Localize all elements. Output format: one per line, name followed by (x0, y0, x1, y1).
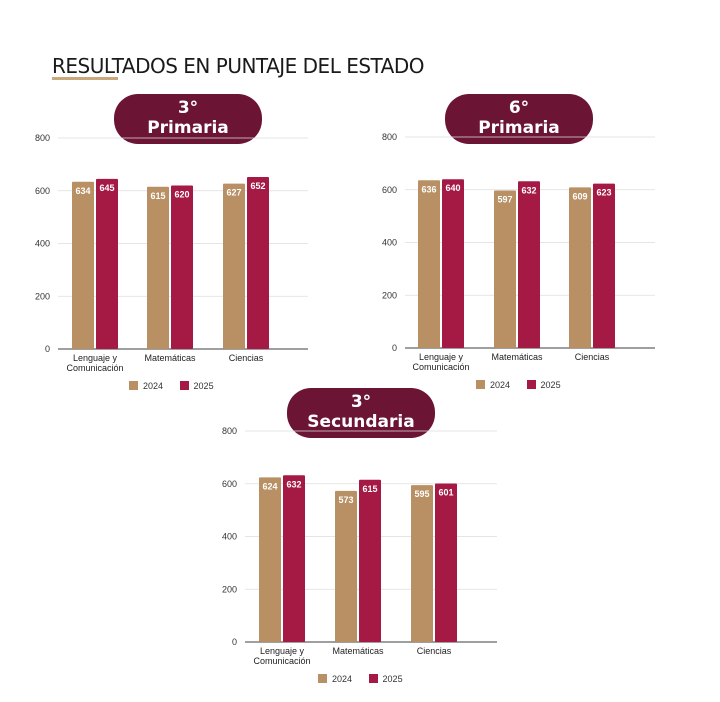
bar-value-label: 632 (286, 479, 301, 489)
y-tick-label: 200 (382, 290, 397, 300)
bar (418, 180, 440, 348)
bar-value-label: 652 (250, 181, 265, 191)
y-tick-label: 600 (382, 185, 397, 195)
x-tick-label: Ciencias (229, 353, 264, 363)
bar-value-label: 632 (521, 185, 536, 195)
title-underline (52, 77, 118, 80)
bar (569, 187, 591, 348)
legend-item-2025: 2025 (526, 380, 561, 390)
bar-value-label: 601 (438, 487, 453, 497)
chart-heading-3-secundaria: 3° Secundaria (287, 388, 435, 438)
bar (247, 177, 269, 349)
bar (72, 181, 94, 349)
y-tick-label: 0 (232, 637, 237, 647)
bar-value-label: 624 (262, 481, 277, 491)
x-tick-label: Comunicación (412, 362, 469, 372)
x-tick-label: Lenguaje y (419, 352, 464, 362)
legend-swatch-2025 (368, 674, 378, 683)
legend-swatch-2025 (526, 380, 536, 389)
bar (359, 479, 381, 642)
x-tick-label: Lenguaje y (73, 353, 118, 363)
bar (335, 490, 357, 642)
legend-item-2024: 2024 (318, 674, 352, 684)
y-tick-label: 600 (222, 479, 237, 489)
chart-legend: 2024 2025 (129, 381, 228, 391)
legend-swatch-2024 (129, 381, 138, 390)
x-tick-label: Comunicación (253, 656, 310, 666)
chart-heading-3-primaria: 3° Primaria (114, 94, 262, 144)
legend-item-2024: 2024 (476, 380, 510, 390)
bar (442, 179, 464, 348)
bar (435, 483, 457, 642)
y-tick-label: 200 (35, 291, 50, 301)
legend-swatch-2024 (318, 674, 327, 683)
x-tick-label: Matemáticas (332, 646, 384, 656)
bar (171, 185, 193, 349)
legend-item-2024: 2024 (129, 381, 163, 391)
bar (283, 475, 305, 642)
chart-heading-6-primaria: 6° Primaria (445, 94, 593, 144)
bar-value-label: 609 (572, 191, 587, 201)
legend-swatch-2024 (476, 380, 485, 389)
y-tick-label: 0 (392, 343, 397, 353)
bar-value-label: 615 (362, 484, 377, 494)
y-tick-label: 400 (222, 532, 237, 542)
x-tick-label: Comunicación (66, 363, 123, 373)
y-tick-label: 600 (35, 186, 50, 196)
bar (411, 485, 433, 642)
bar-value-label: 623 (596, 188, 611, 198)
chart-heading-line2: Secundaria (307, 412, 415, 432)
bar-value-label: 634 (75, 186, 90, 196)
chart-heading-line2: Primaria (147, 118, 229, 138)
y-tick-label: 0 (45, 344, 50, 354)
legend-label: 2024 (143, 381, 164, 391)
y-tick-label: 800 (382, 132, 397, 142)
legend-item-2025: 2025 (368, 674, 403, 684)
chart-heading-line1: 6° (508, 98, 530, 118)
bar-value-label: 636 (421, 184, 436, 194)
bar (223, 183, 245, 349)
legend-label: 2025 (382, 674, 403, 684)
y-tick-label: 800 (35, 133, 50, 143)
legend-swatch-2025 (179, 381, 189, 390)
y-tick-label: 800 (222, 426, 237, 436)
legend-label: 2025 (540, 380, 561, 390)
bar-value-label: 627 (226, 188, 241, 198)
bar (147, 186, 169, 349)
bar-value-label: 645 (99, 183, 114, 193)
bar (518, 181, 540, 348)
legend-label: 2024 (490, 380, 511, 390)
x-tick-label: Matemáticas (144, 353, 196, 363)
legend-label: 2025 (193, 381, 214, 391)
bar-value-label: 595 (414, 489, 429, 499)
legend-item-2025: 2025 (179, 381, 214, 391)
y-tick-label: 400 (382, 238, 397, 248)
x-tick-label: Ciencias (417, 646, 452, 656)
y-tick-label: 400 (35, 239, 50, 249)
x-tick-label: Ciencias (575, 352, 610, 362)
bar-value-label: 597 (497, 195, 512, 205)
y-tick-label: 200 (222, 584, 237, 594)
chart-heading-line2: Primaria (478, 118, 560, 138)
bar-value-label: 573 (338, 495, 353, 505)
chart-heading-line1: 3° (350, 392, 372, 412)
bar (96, 178, 118, 349)
page-title: RESULTADOS EN PUNTAJE DEL ESTADO (52, 54, 425, 78)
x-tick-label: Matemáticas (491, 352, 543, 362)
bar-value-label: 620 (174, 189, 189, 199)
bar (494, 190, 516, 348)
chart-heading-line1: 3° (177, 98, 199, 118)
x-tick-label: Lenguaje y (260, 646, 305, 656)
bar (593, 183, 615, 348)
bar-value-label: 615 (150, 191, 165, 201)
bar (259, 477, 281, 642)
bar-value-label: 640 (445, 183, 460, 193)
legend-label: 2024 (332, 674, 353, 684)
chart-legend: 2024 2025 (318, 674, 417, 684)
chart-legend: 2024 2025 (476, 380, 575, 390)
